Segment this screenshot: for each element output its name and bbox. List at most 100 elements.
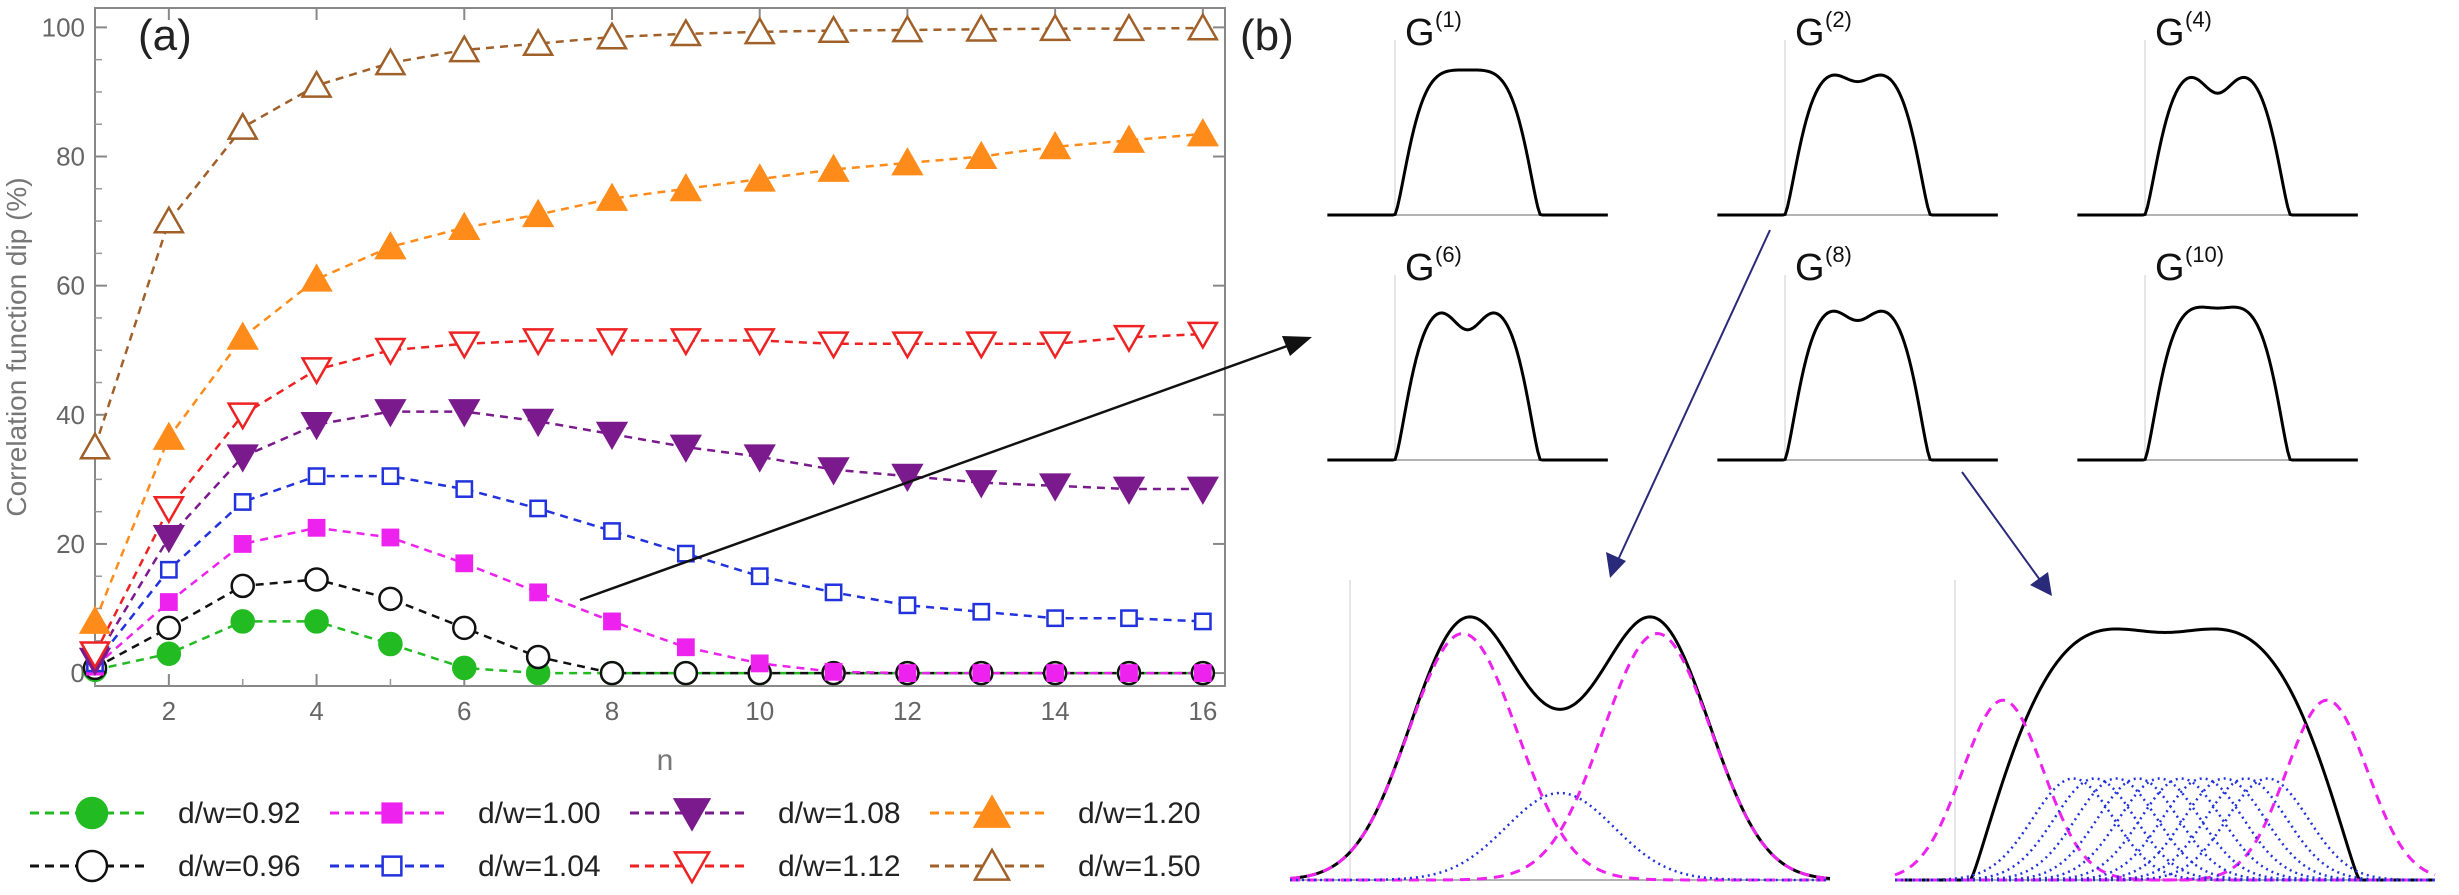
- series-line-d/w=1.12: [93, 332, 1203, 655]
- profile-curve: [1717, 73, 1998, 217]
- profile-subplot-4: G (6): [1327, 242, 1608, 462]
- x-tick-label: 12: [893, 696, 922, 726]
- data-point-d/w=1.12: [817, 331, 850, 360]
- subplot-label: G: [1795, 247, 1825, 289]
- x-tick-label: 6: [457, 696, 471, 726]
- data-point-d/w=0.96: [599, 660, 625, 686]
- data-point-d/w=0.92: [156, 641, 182, 666]
- data-point-d/w=1.20: [669, 172, 703, 202]
- legend-marker: [972, 847, 1012, 881]
- subplot-order: (1): [1435, 7, 1462, 32]
- data-point-d/w=1.04: [381, 467, 400, 486]
- data-point-d/w=1.12: [152, 495, 186, 525]
- component-curve: [1894, 698, 2435, 882]
- y-axis-title: Correlation function dip (%): [1, 177, 32, 516]
- data-point-d/w=1.20: [78, 605, 112, 634]
- data-point-d/w=1.00: [381, 528, 400, 547]
- legend-label: d/w=1.04: [478, 850, 601, 883]
- series-line-d/w=1.20: [93, 132, 1203, 622]
- data-point-d/w=1.20: [521, 198, 555, 228]
- data-point-d/w=1.08: [448, 399, 481, 428]
- arrowhead-icon: [1606, 552, 1626, 578]
- legend-label: d/w=1.12: [778, 850, 901, 883]
- data-point-d/w=1.20: [300, 263, 333, 292]
- data-point-d/w=1.00: [159, 593, 178, 611]
- data-point-d/w=1.12: [669, 328, 703, 357]
- data-point-d/w=1.08: [300, 412, 333, 441]
- data-point-d/w=1.20: [965, 140, 998, 169]
- component-curve: [1289, 631, 1830, 882]
- data-point-d/w=1.04: [159, 560, 178, 579]
- data-point-d/w=1.04: [529, 499, 548, 518]
- data-point-d/w=1.00: [972, 664, 991, 682]
- data-point-d/w=1.50: [891, 14, 924, 43]
- data-point-d/w=0.92: [452, 655, 477, 681]
- series-line-d/w=1.08: [93, 410, 1203, 661]
- data-point-d/w=0.96: [378, 586, 403, 612]
- arrowhead-icon: [2030, 572, 2052, 596]
- profile-subplot-1: G (1): [1327, 7, 1608, 217]
- data-point-d/w=1.00: [1193, 664, 1212, 682]
- legend-item-d/w=1.12: d/w=1.12: [630, 850, 901, 885]
- profile-subplot-5: G (8): [1717, 242, 1998, 462]
- data-point-d/w=1.08: [1112, 476, 1146, 505]
- data-point-d/w=1.00: [529, 583, 548, 602]
- profile-subplots: G (1) G (2) G (4)G (6) G (8) G (10): [1327, 7, 2358, 462]
- data-point-d/w=1.20: [1112, 124, 1146, 153]
- data-point-d/w=1.20: [595, 182, 629, 211]
- data-point-d/w=1.04: [750, 567, 769, 586]
- data-point-d/w=1.00: [824, 662, 843, 681]
- series-line-d/w=1.04: [94, 474, 1203, 665]
- data-point-d/w=1.08: [595, 421, 629, 450]
- data-point-d/w=1.12: [965, 331, 998, 360]
- legend-marker: [972, 794, 1012, 828]
- profile-curve: [1327, 311, 1608, 462]
- legend-marker: [75, 796, 109, 830]
- legend-marker: [75, 849, 109, 883]
- data-point-d/w=1.08: [891, 463, 924, 492]
- series-line-d/w=1.00: [94, 526, 1203, 675]
- data-point-d/w=0.96: [673, 660, 699, 686]
- data-point-d/w=1.04: [1046, 609, 1065, 628]
- profile-subplot-3: G (4): [2077, 7, 2358, 217]
- data-point-d/w=0.92: [230, 609, 255, 634]
- legend-marker: [672, 851, 712, 885]
- data-point-d/w=1.12: [374, 337, 407, 367]
- series-line-d/w=0.96: [94, 578, 1203, 675]
- data-point-d/w=0.96: [156, 615, 182, 641]
- cross-term-curve: [1289, 791, 1831, 882]
- plot-frame: [94, 7, 1226, 687]
- x-tick-label: 2: [162, 696, 176, 726]
- data-point-d/w=1.04: [455, 480, 474, 498]
- cross-term-curve: [1895, 777, 2436, 882]
- subplot-order: (6): [1435, 242, 1462, 267]
- data-point-d/w=1.04: [233, 493, 252, 511]
- profile-subplot-2: G (2): [1717, 7, 1998, 217]
- y-tick-label: 0: [71, 658, 85, 688]
- total-curve: [1289, 615, 1831, 881]
- data-point-d/w=1.00: [603, 612, 621, 631]
- subplot-label: G: [2155, 247, 2185, 289]
- data-point-d/w=1.50: [78, 431, 112, 460]
- y-tick-label: 60: [56, 271, 85, 301]
- data-point-d/w=1.12: [300, 357, 333, 386]
- data-point-d/w=1.00: [676, 638, 695, 657]
- x-tick-label: 8: [605, 696, 619, 726]
- data-point-d/w=1.50: [965, 13, 998, 42]
- data-point-d/w=1.00: [898, 664, 917, 682]
- legend-label: d/w=1.08: [778, 797, 901, 830]
- legend-item-d/w=1.00: d/w=1.00: [330, 797, 601, 830]
- data-point-d/w=1.50: [817, 14, 850, 44]
- data-point-d/w=1.00: [1046, 664, 1065, 682]
- data-point-d/w=1.20: [374, 231, 407, 260]
- profile-subplot-6: G (10): [2077, 242, 2358, 462]
- data-point-d/w=1.20: [1038, 131, 1072, 160]
- legend-marker: [672, 798, 712, 832]
- data-point-d/w=1.20: [817, 153, 850, 182]
- x-tick-label: 14: [1041, 696, 1070, 726]
- data-point-d/w=1.12: [1038, 331, 1072, 360]
- profile-curve: [2077, 305, 2358, 462]
- data-point-d/w=1.08: [1038, 473, 1072, 502]
- data-point-d/w=1.00: [1120, 664, 1138, 682]
- series-line-d/w=1.50: [93, 26, 1203, 448]
